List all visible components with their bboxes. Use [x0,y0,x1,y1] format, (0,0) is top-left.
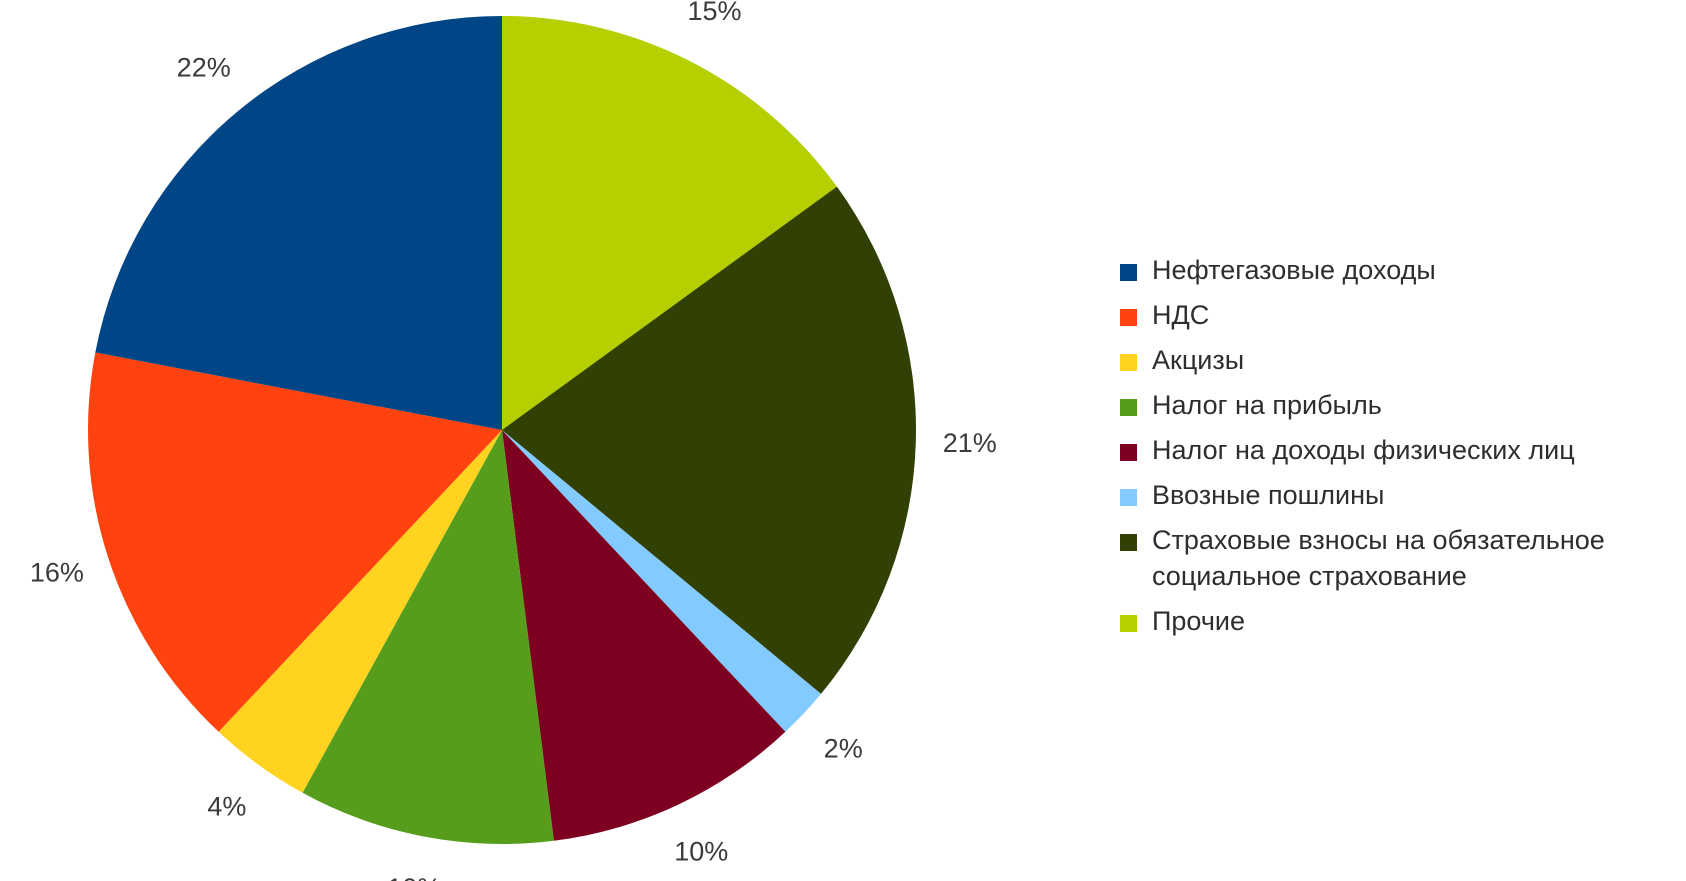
legend-swatch [1120,615,1137,632]
legend-item-6: Ввозные пошлины [1120,477,1680,513]
legend-swatch [1120,489,1137,506]
legend-swatch [1120,399,1137,416]
legend-label: Страховые взносы на обязательное социаль… [1152,525,1605,591]
legend-item-3: Акцизы [1120,342,1680,378]
data-label-3: 2% [824,734,863,764]
legend-item-5: Налог на доходы физических лиц [1120,432,1680,468]
legend-swatch [1120,444,1137,461]
pie-slice-6 [218,430,502,793]
legend-label: НДС [1152,300,1210,330]
legend-swatch [1120,354,1137,371]
pie-slice-8 [95,16,502,430]
legend-item-2: НДС [1120,297,1680,333]
legend-swatch [1120,309,1137,326]
pie-slices [87,16,916,845]
legend-label: Налог на прибыль [1152,390,1382,420]
data-label-4: 10% [674,837,728,867]
legend-label: Ввозные пошлины [1152,480,1385,510]
pie-slice-5 [302,430,554,845]
pie-data-labels: 15% 21% 2% 10% 10% 4% 16% 22% [30,0,997,881]
legend-label: Прочие [1152,606,1246,636]
data-label-7: 16% [30,558,84,588]
legend-swatch [1120,534,1137,551]
pie-slice-2 [502,186,916,694]
legend-item-4: Налог на прибыль [1120,387,1680,423]
data-label-5: 10% [387,873,441,881]
pie-slice-1 [502,16,837,430]
data-label-6: 4% [207,792,246,822]
data-label-8: 22% [177,53,231,83]
pie-slice-4 [502,430,786,841]
legend-item-1: Нефтегазовые доходы [1120,252,1680,288]
legend-label: Налог на доходы физических лиц [1152,435,1575,465]
legend-swatch [1120,264,1137,281]
data-label-1: 15% [687,0,741,26]
legend: Нефтегазовые доходы НДС Акцизы Налог на при… [1120,252,1680,648]
data-label-2: 21% [943,428,997,458]
legend-label: Акцизы [1152,345,1245,375]
pie-slice-3 [502,430,821,732]
legend-item-8: Прочие [1120,603,1680,639]
pie-slice-7 [87,352,502,732]
legend-label: Нефтегазовые доходы [1152,255,1436,285]
legend-item-7: Страховые взносы на обязательное социаль… [1120,522,1680,594]
